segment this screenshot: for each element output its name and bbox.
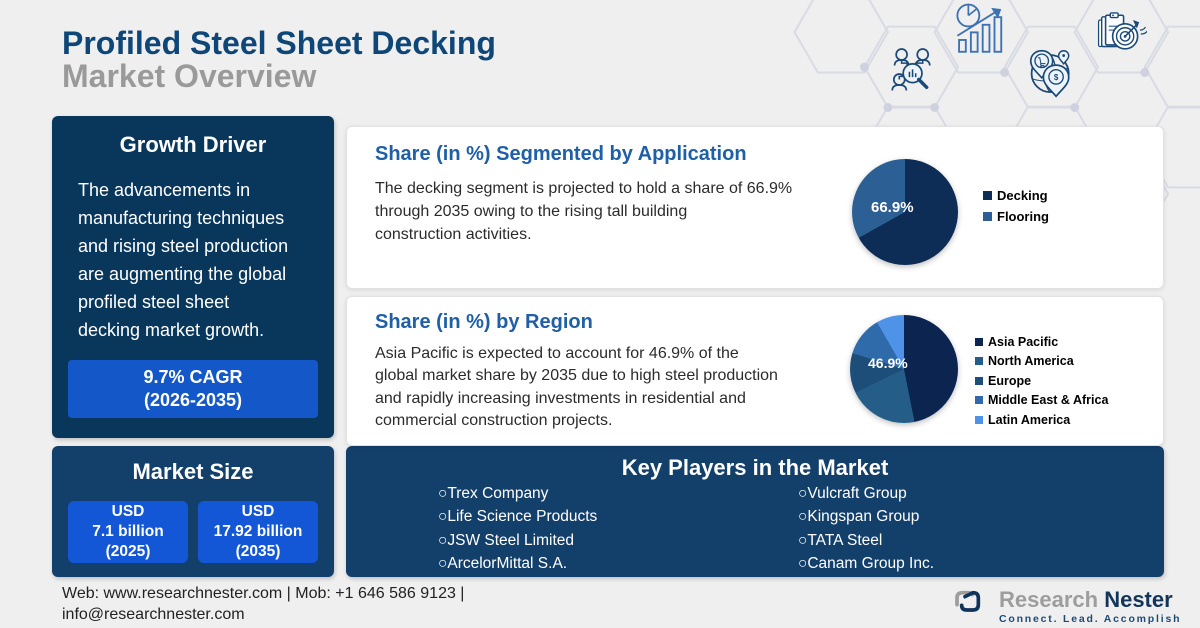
svg-text:$: $ (1054, 73, 1059, 82)
